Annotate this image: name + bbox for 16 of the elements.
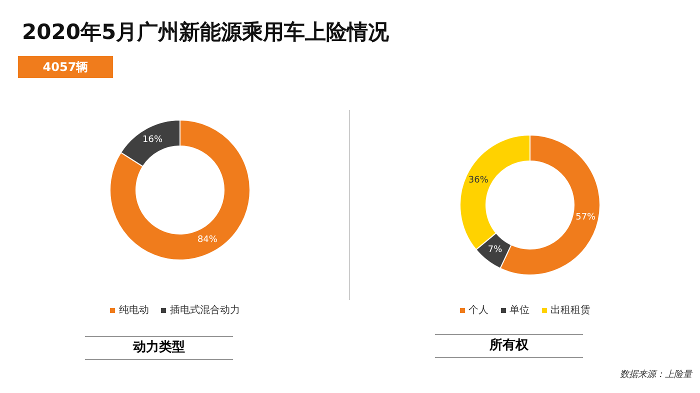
chart-title: 2020年5月广州新能源乘用车上险情况	[22, 19, 390, 46]
data-label: 36%	[468, 176, 489, 186]
legend-label: 个人	[468, 304, 488, 317]
data-label: 57%	[576, 212, 596, 222]
text: 动力类型	[85, 336, 233, 360]
legend-label: 插电式混合动力	[169, 304, 240, 317]
legend-label: 纯电动	[118, 304, 149, 317]
legend-label: 单位	[508, 304, 530, 317]
data-label: 16%	[142, 135, 163, 146]
data-label: 7%	[488, 245, 503, 256]
data-label: 84%	[197, 234, 218, 245]
source-note: 数据来源：上险量	[620, 368, 692, 381]
donut-slice	[110, 120, 250, 260]
text: 所有权	[435, 334, 583, 358]
legend-label: 出租租赁	[550, 304, 590, 317]
chart-subtitle: 4057辆	[18, 56, 113, 78]
